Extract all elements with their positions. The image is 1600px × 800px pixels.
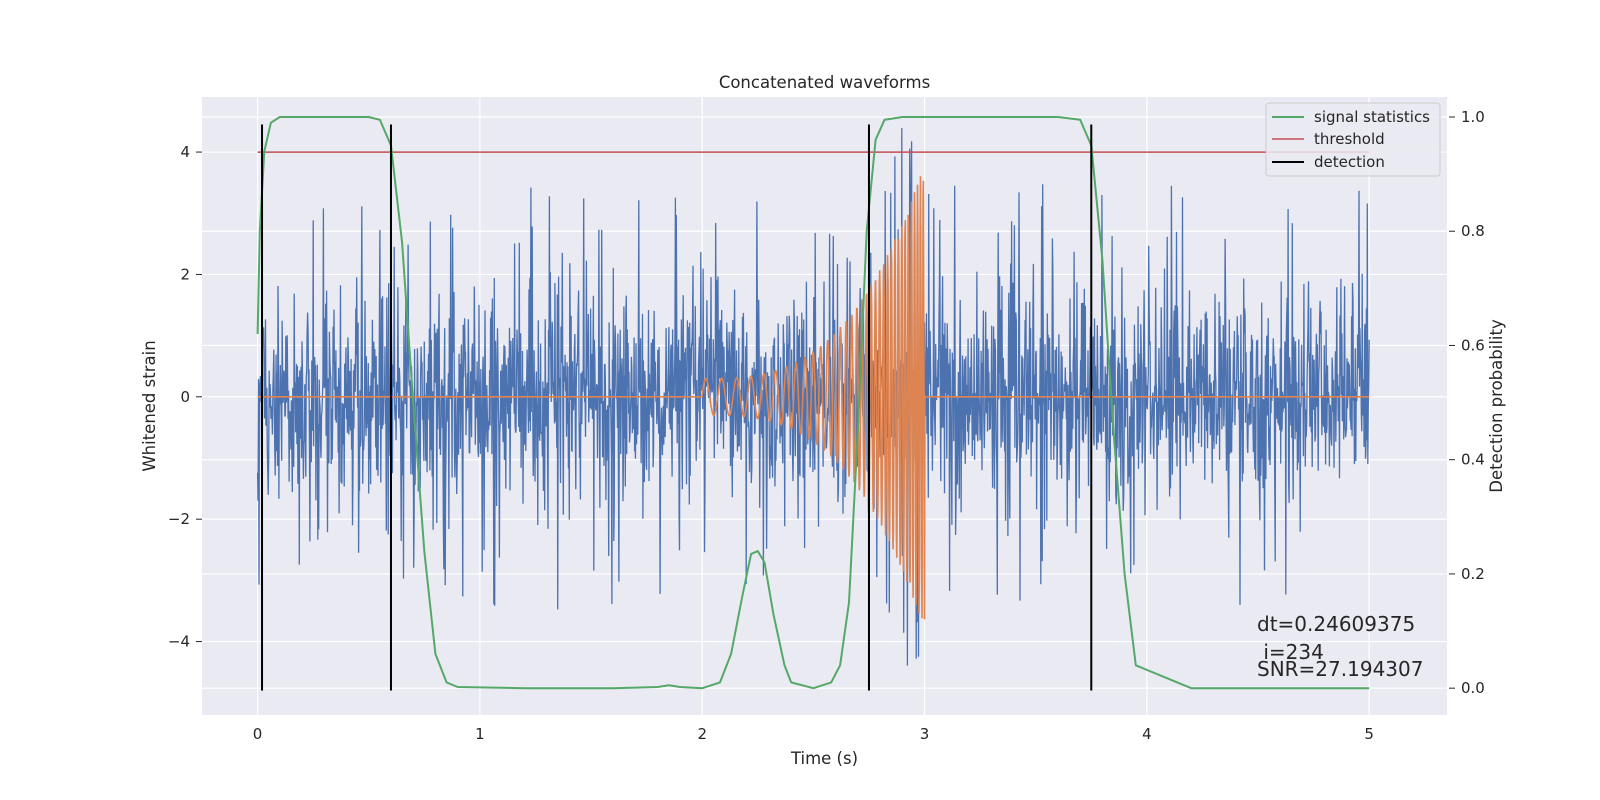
annotation-dt: dt=0.24609375 [1257,612,1415,636]
noise-series-line [256,127,1370,666]
y2-tick-label: 0.2 [1461,565,1485,583]
y2-axis-title: Detection probability [1487,319,1506,493]
injection-series-line [257,176,1370,620]
legend-label-signal-statistics: signal statistics [1314,108,1430,126]
x-tick-label: 3 [920,725,930,743]
y-tick-label: −2 [168,510,190,528]
y2-tick-label: 0.6 [1461,336,1485,354]
y-axis-title: Whitened strain [140,340,159,471]
y2-tick-label: 1.0 [1461,108,1485,126]
annotation-snr: SNR=27.194307 [1257,657,1423,681]
annotation-i: i=234 [1257,640,1324,664]
annotations: dt=0.24609375 i=234 SNR=27.194307 [1257,612,1423,681]
chart-title: Concatenated waveforms [719,73,930,92]
axes-layer: 0 1 2 3 4 5 −4 −2 0 2 4 0.0 0.2 0.4 0.6 0.8 1.0 [168,108,1485,743]
y-tick-label: 2 [180,265,190,283]
y-tick-label: −4 [168,633,190,651]
y2-tick-label: 0.8 [1461,222,1485,240]
y2-tick-label: 0.4 [1461,451,1485,469]
y-tick-label: 4 [180,143,190,161]
x-tick-label: 1 [475,725,485,743]
x-tick-label: 2 [697,725,707,743]
legend-frame [1265,102,1441,177]
legend-label-detection: detection [1314,153,1385,171]
y-tick-label: 0 [180,388,190,406]
x-tick-label: 5 [1364,725,1374,743]
x-tick-label: 4 [1142,725,1152,743]
x-tick-label: 0 [253,725,263,743]
x-axis-title: Time (s) [790,749,858,768]
legend-label-threshold: threshold [1314,130,1385,148]
y2-tick-label: 0.0 [1461,679,1485,697]
data-layer [256,116,1370,691]
legend: signal statistics threshold detection [1265,102,1441,177]
